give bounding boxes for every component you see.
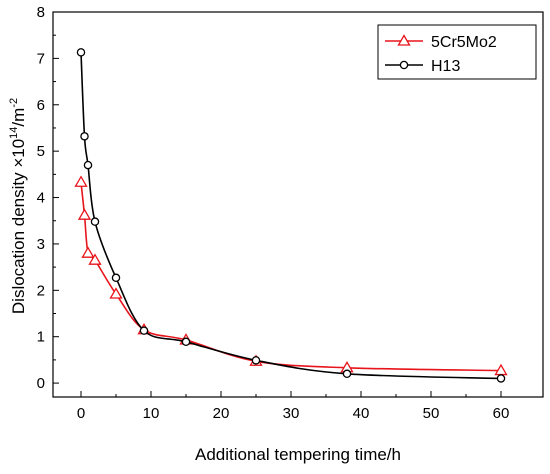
- axis-ticks: 0 10 20 30 40 50 60 0 1 2 3 4 5 6 7 8: [37, 4, 510, 422]
- data-point-h13: [251, 356, 261, 365]
- data-point-h13: [496, 374, 506, 383]
- y-axis-title-unit: /m: [9, 108, 28, 127]
- y-axis-title-prefix: Dislocation density ×10: [9, 139, 28, 314]
- data-point-h13: [111, 273, 121, 283]
- series-layer: [74, 48, 508, 383]
- legend-label-5cr5mo2: 5Cr5Mo2: [431, 34, 497, 51]
- x-tick-label: 0: [77, 405, 85, 422]
- data-point-h13: [139, 326, 149, 335]
- y-tick-label: 3: [37, 236, 45, 253]
- y-tick-label: 7: [37, 50, 45, 67]
- x-axis-title: Additional tempering time/h: [195, 445, 401, 464]
- plot-frame: [52, 11, 544, 398]
- x-tick-label: 50: [423, 405, 440, 422]
- y-tick-label: 0: [37, 375, 45, 392]
- x-tick-label: 30: [283, 405, 300, 422]
- y-tick-label: 4: [37, 190, 45, 207]
- y-tick-label: 5: [37, 143, 45, 160]
- series-line-5cr5mo2: [80, 182, 502, 372]
- data-point-h13: [181, 337, 191, 347]
- data-point-h13: [83, 160, 93, 170]
- data-point-h13: [80, 132, 89, 141]
- y-tick-label: 2: [37, 282, 45, 299]
- data-point-5cr5mo2: [88, 253, 102, 265]
- y-axis-title-unit-exponent: -2: [8, 98, 20, 108]
- data-point-5cr5mo2: [81, 246, 95, 258]
- y-axis-title-exponent: 14: [8, 127, 20, 139]
- data-point-h13: [76, 48, 86, 57]
- legend-label-h13: H13: [431, 58, 460, 75]
- x-tick-label: 20: [213, 405, 230, 422]
- legend-box: [377, 24, 537, 80]
- y-tick-label: 1: [37, 329, 45, 346]
- x-tick-label: 10: [143, 405, 160, 422]
- legend-marker-5cr5mo2: [397, 34, 411, 46]
- legend-marker-h13: [399, 60, 409, 70]
- data-point-5cr5mo2: [74, 175, 88, 187]
- series-line-h13: [80, 52, 502, 380]
- data-point-h13: [342, 369, 352, 379]
- x-tick-label: 60: [493, 405, 510, 422]
- x-tick-label: 40: [353, 405, 370, 422]
- data-point-h13: [90, 217, 100, 226]
- data-point-5cr5mo2: [109, 287, 123, 299]
- y-axis-title: Dislocation density ×1014/m-2: [8, 98, 28, 314]
- legend: 5Cr5Mo2 H13: [377, 24, 537, 80]
- y-tick-label: 8: [37, 4, 45, 21]
- y-tick-label: 6: [37, 97, 45, 114]
- data-point-5cr5mo2: [77, 208, 92, 220]
